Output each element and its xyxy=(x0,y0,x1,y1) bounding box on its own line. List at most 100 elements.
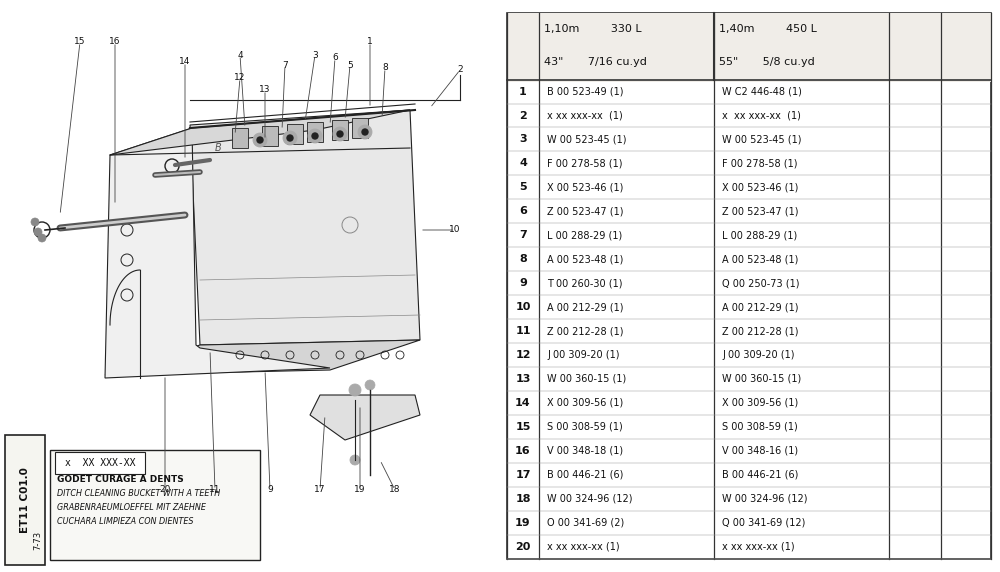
Circle shape xyxy=(365,380,375,390)
Text: 17: 17 xyxy=(515,470,531,480)
Circle shape xyxy=(31,218,39,226)
Circle shape xyxy=(34,228,42,236)
Text: 7-73: 7-73 xyxy=(34,530,42,550)
Text: 3: 3 xyxy=(519,134,527,145)
Bar xyxy=(232,128,248,148)
Polygon shape xyxy=(105,340,420,375)
Text: 4: 4 xyxy=(237,50,243,59)
Text: X 00 309-56 (1): X 00 309-56 (1) xyxy=(722,398,798,408)
Text: Q 00 250-73 (1): Q 00 250-73 (1) xyxy=(722,278,800,288)
Text: 3: 3 xyxy=(312,50,318,59)
Text: 15: 15 xyxy=(515,422,531,432)
Text: 10: 10 xyxy=(515,302,531,312)
Text: x  XX XXX-XX: x XX XXX-XX xyxy=(65,458,135,468)
Text: W C2 446-48 (1): W C2 446-48 (1) xyxy=(722,86,802,97)
Text: B 00 446-21 (6): B 00 446-21 (6) xyxy=(722,470,798,480)
Circle shape xyxy=(38,234,46,242)
Text: 43"       7/16 cu.yd: 43" 7/16 cu.yd xyxy=(544,57,647,66)
Text: 18: 18 xyxy=(515,494,531,504)
Circle shape xyxy=(283,131,297,145)
Text: 2: 2 xyxy=(457,66,463,74)
Text: Z 00 523-47 (1): Z 00 523-47 (1) xyxy=(547,206,624,216)
Text: 18: 18 xyxy=(389,486,401,495)
Bar xyxy=(5,435,45,565)
Bar xyxy=(352,118,368,138)
Text: W 00 324-96 (12): W 00 324-96 (12) xyxy=(547,494,633,504)
Text: S 00 308-59 (1): S 00 308-59 (1) xyxy=(722,422,798,432)
Text: 13: 13 xyxy=(259,85,271,94)
Text: O 00 341-69 (2): O 00 341-69 (2) xyxy=(547,518,624,527)
Text: W 00 360-15 (1): W 00 360-15 (1) xyxy=(547,374,626,384)
Polygon shape xyxy=(105,128,330,378)
Circle shape xyxy=(287,135,293,141)
Text: 7: 7 xyxy=(282,61,288,70)
Text: x xx xxx-xx  (1): x xx xxx-xx (1) xyxy=(547,110,623,121)
Text: ET11 C01.0: ET11 C01.0 xyxy=(20,467,30,533)
Text: A 00 212-29 (1): A 00 212-29 (1) xyxy=(722,302,798,312)
Text: DITCH CLEANING BUCKET WITH A TEETH: DITCH CLEANING BUCKET WITH A TEETH xyxy=(57,490,220,499)
Bar xyxy=(50,450,260,560)
Circle shape xyxy=(350,455,360,465)
Polygon shape xyxy=(190,110,420,345)
Text: W 00 523-45 (1): W 00 523-45 (1) xyxy=(722,134,802,145)
Text: 6: 6 xyxy=(332,54,338,62)
Text: 12: 12 xyxy=(515,350,531,360)
Text: 55"       5/8 cu.yd: 55" 5/8 cu.yd xyxy=(719,57,815,66)
Circle shape xyxy=(349,384,361,396)
Text: V 00 348-18 (1): V 00 348-18 (1) xyxy=(547,446,623,456)
Text: 17: 17 xyxy=(314,486,326,495)
Text: Z 00 212-28 (1): Z 00 212-28 (1) xyxy=(547,326,624,336)
Text: CUCHARA LIMPIEZA CON DIENTES: CUCHARA LIMPIEZA CON DIENTES xyxy=(57,518,194,526)
Text: A 00 523-48 (1): A 00 523-48 (1) xyxy=(722,254,798,264)
Circle shape xyxy=(312,133,318,139)
Text: W 00 523-45 (1): W 00 523-45 (1) xyxy=(547,134,626,145)
Text: 16: 16 xyxy=(109,38,121,46)
Bar xyxy=(262,126,278,146)
Text: 4: 4 xyxy=(519,158,527,168)
Bar xyxy=(55,452,145,474)
Text: S 00 308-59 (1): S 00 308-59 (1) xyxy=(547,422,623,432)
Text: 1: 1 xyxy=(519,86,527,97)
Text: W 00 324-96 (12): W 00 324-96 (12) xyxy=(722,494,808,504)
Text: B 00 523-49 (1): B 00 523-49 (1) xyxy=(547,86,624,97)
Text: 5: 5 xyxy=(519,182,527,192)
Text: 5: 5 xyxy=(347,61,353,70)
Text: 1,10m         330 L: 1,10m 330 L xyxy=(544,25,642,34)
Circle shape xyxy=(253,133,267,147)
Text: F 00 278-58 (1): F 00 278-58 (1) xyxy=(547,158,622,168)
Text: 8: 8 xyxy=(382,63,388,73)
Text: 8: 8 xyxy=(519,254,527,264)
Text: J 00 309-20 (1): J 00 309-20 (1) xyxy=(722,350,794,360)
Bar xyxy=(507,14,991,82)
Text: 15: 15 xyxy=(74,38,86,46)
Text: Q 00 341-69 (12): Q 00 341-69 (12) xyxy=(722,518,805,527)
Text: X 00 523-46 (1): X 00 523-46 (1) xyxy=(722,182,798,192)
Text: 12: 12 xyxy=(234,73,246,82)
Polygon shape xyxy=(310,395,420,440)
Circle shape xyxy=(308,129,322,143)
Text: 9: 9 xyxy=(267,486,273,495)
Circle shape xyxy=(358,125,372,139)
Text: x xx xxx-xx (1): x xx xxx-xx (1) xyxy=(722,542,795,551)
Text: 14: 14 xyxy=(515,398,531,408)
Text: 11: 11 xyxy=(209,486,221,495)
Text: 20: 20 xyxy=(515,542,531,551)
Text: L 00 288-29 (1): L 00 288-29 (1) xyxy=(547,231,622,240)
Text: GODET CURAGE A DENTS: GODET CURAGE A DENTS xyxy=(57,475,184,484)
Text: Z 00 523-47 (1): Z 00 523-47 (1) xyxy=(722,206,798,216)
Text: GRABENRAEUMLOEFFEL MIT ZAEHNE: GRABENRAEUMLOEFFEL MIT ZAEHNE xyxy=(57,503,206,513)
Text: 7: 7 xyxy=(519,231,527,240)
Text: 1,40m         450 L: 1,40m 450 L xyxy=(719,25,817,34)
Text: x  xx xxx-xx  (1): x xx xxx-xx (1) xyxy=(722,110,801,121)
Text: x xx xxx-xx (1): x xx xxx-xx (1) xyxy=(547,542,620,551)
Text: B 00 446-21 (6): B 00 446-21 (6) xyxy=(547,470,623,480)
Text: B: B xyxy=(215,143,221,153)
Bar xyxy=(287,124,303,144)
Text: V 00 348-16 (1): V 00 348-16 (1) xyxy=(722,446,798,456)
Text: 11: 11 xyxy=(515,326,531,336)
Text: 2: 2 xyxy=(519,110,527,121)
Text: 19: 19 xyxy=(354,486,366,495)
Text: 16: 16 xyxy=(515,446,531,456)
Text: 1: 1 xyxy=(367,38,373,46)
Text: J 00 309-20 (1): J 00 309-20 (1) xyxy=(547,350,620,360)
